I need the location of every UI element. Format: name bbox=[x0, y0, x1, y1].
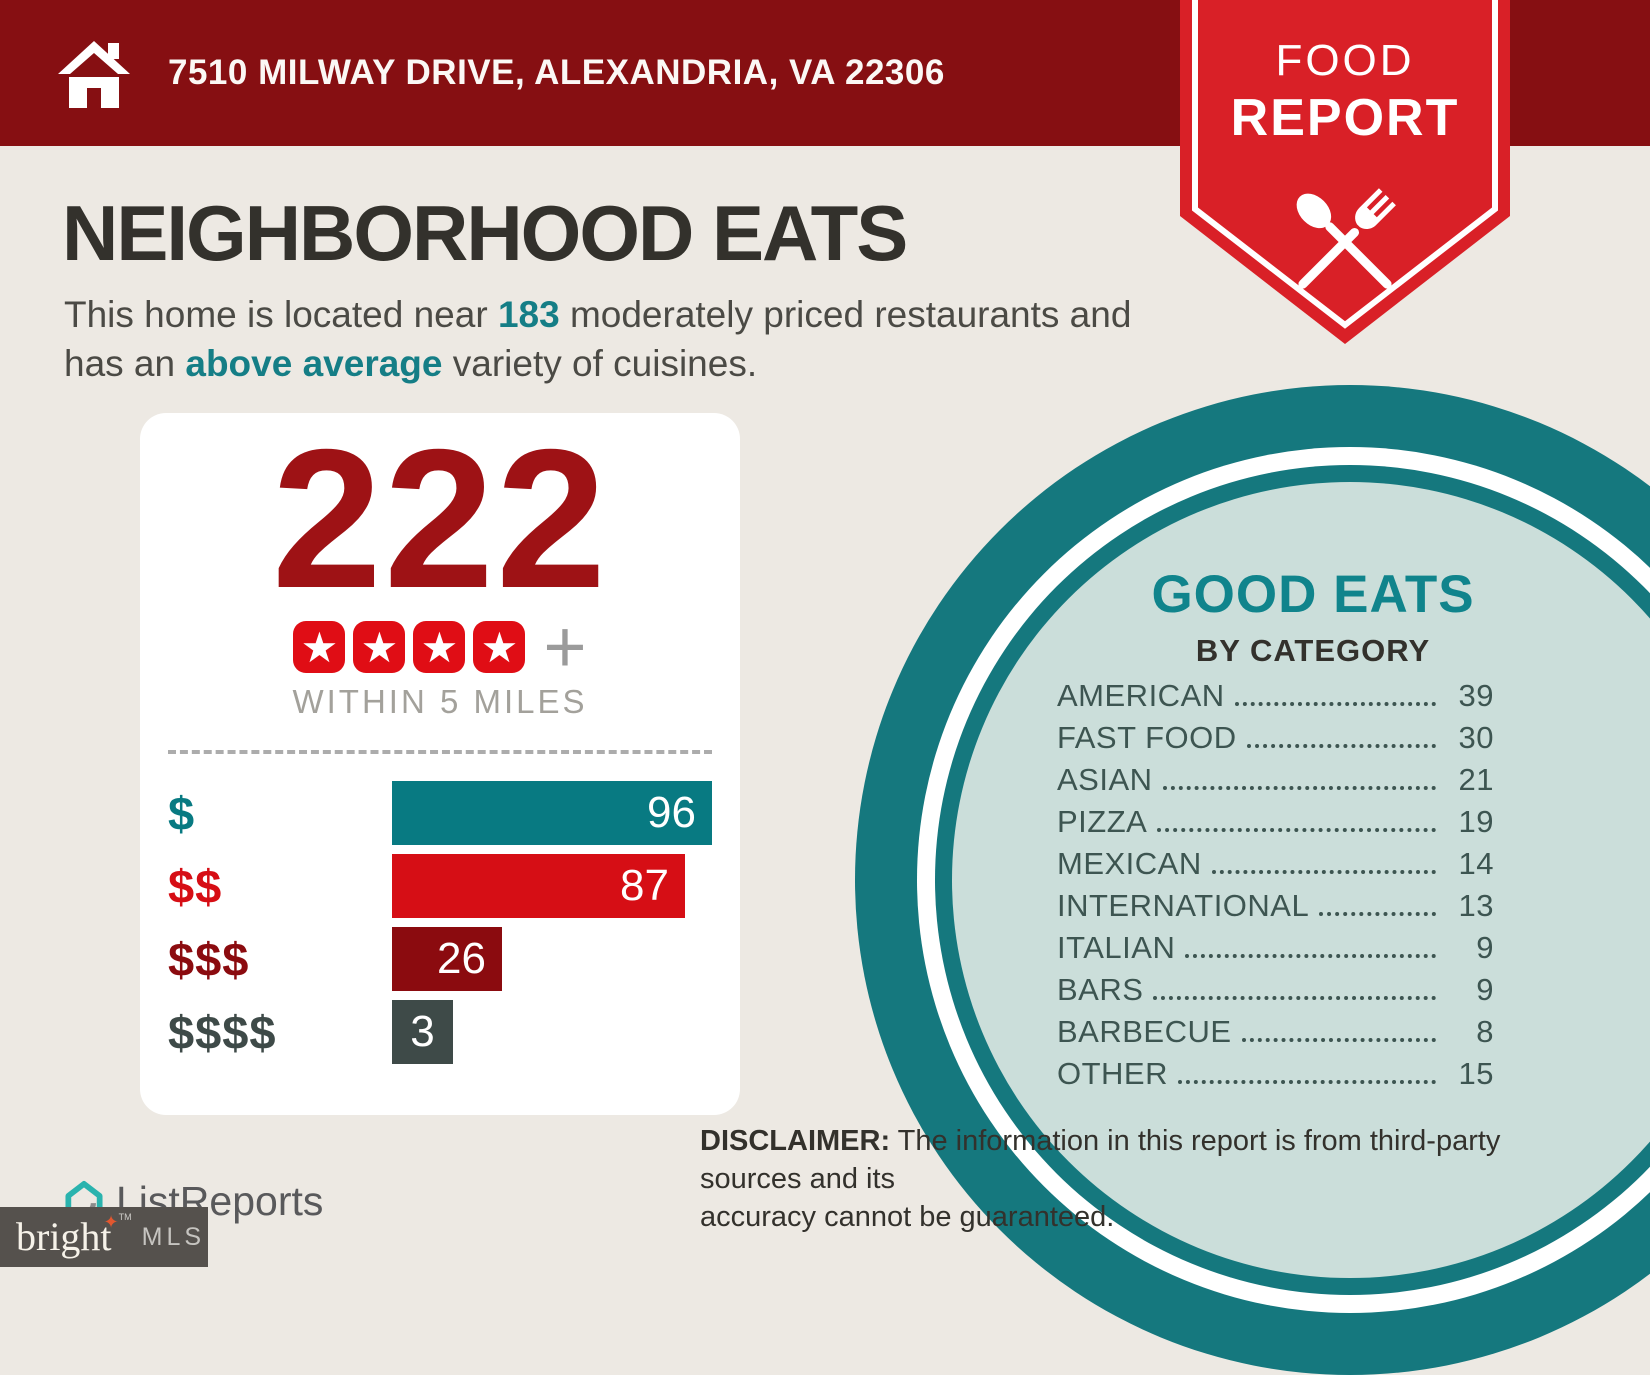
category-row: AMERICAN 39 bbox=[1057, 672, 1494, 714]
good-eats-heading: GOOD EATS BY CATEGORY bbox=[1093, 564, 1533, 669]
category-label: BARS bbox=[1057, 972, 1144, 1007]
price-tier-row: $96 bbox=[168, 781, 712, 845]
dotted-leader bbox=[1319, 912, 1436, 916]
yelp-star-icon: ★ bbox=[413, 621, 466, 673]
variety-highlight: above average bbox=[185, 343, 443, 384]
bright-mls-logo: bright ✦ TM MLS bbox=[0, 1207, 208, 1267]
page-title: NEIGHBORHOOD EATS bbox=[62, 189, 908, 277]
dashed-divider bbox=[168, 750, 712, 754]
restaurant-summary-card: 222 ★ ★ ★ ★ + WITHIN 5 MILES $96 $$ 87 $$$ 26 $$… bbox=[140, 413, 740, 1115]
radius-label: WITHIN 5 MILES bbox=[292, 683, 588, 720]
intro-line2: has an above average variety of cuisines… bbox=[64, 343, 758, 384]
price-tier-label: $$$$ bbox=[168, 1005, 277, 1059]
category-row: OTHER 15 bbox=[1057, 1050, 1494, 1092]
rating-row: ★ ★ ★ ★ + bbox=[140, 605, 740, 688]
category-label: OTHER bbox=[1057, 1056, 1168, 1091]
total-restaurant-count: 222 bbox=[271, 408, 609, 629]
category-row: MEXICAN 14 bbox=[1057, 840, 1494, 882]
spoon-fork-icon bbox=[1296, 188, 1396, 289]
bright-star-icon: ✦ bbox=[103, 1211, 119, 1232]
price-tier-value: 96 bbox=[647, 788, 696, 837]
good-eats-title: GOOD EATS bbox=[1151, 565, 1475, 624]
category-label: ITALIAN bbox=[1057, 930, 1176, 965]
category-label: AMERICAN bbox=[1057, 678, 1225, 713]
price-bar-chart: $96 $$ 87 $$$ 26 $$$$ 3 bbox=[168, 781, 712, 1073]
category-label: INTERNATIONAL bbox=[1057, 888, 1310, 923]
price-tier-value: 87 bbox=[620, 861, 669, 910]
food-report-ribbon-text: FOOD REPORT bbox=[1180, 0, 1510, 148]
dotted-leader bbox=[1241, 1038, 1436, 1042]
category-value: 9 bbox=[1476, 930, 1494, 965]
price-tier-row: $$$$ 3 bbox=[168, 1000, 712, 1064]
dotted-leader bbox=[1185, 954, 1436, 958]
price-tier-label: $$$ bbox=[168, 932, 250, 986]
category-value: 15 bbox=[1458, 1056, 1494, 1091]
disclaimer-text: DISCLAIMER: The information in this repo… bbox=[700, 1125, 1501, 1233]
price-tier-label: $$ bbox=[168, 859, 223, 913]
category-row: BARS 9 bbox=[1057, 966, 1494, 1008]
intro-text: This home is located near 183 moderately… bbox=[64, 290, 1131, 388]
intro-line1: This home is located near 183 moderately… bbox=[64, 294, 1132, 335]
category-row: FAST FOOD 30 bbox=[1057, 714, 1494, 756]
category-row: INTERNATIONAL 13 bbox=[1057, 882, 1494, 924]
property-address: 7510 MILWAY DRIVE, ALEXANDRIA, VA 22306 bbox=[168, 53, 945, 92]
price-tier-label: $ bbox=[168, 786, 196, 840]
bright-wordmark: bright bbox=[16, 1214, 112, 1259]
good-eats-circle-fill bbox=[952, 482, 1650, 1278]
price-tier-row: $$ 87 bbox=[168, 854, 712, 918]
home-icon bbox=[52, 28, 136, 117]
star-rating: ★ ★ ★ ★ bbox=[293, 621, 526, 673]
price-tier-bar: 26 bbox=[392, 927, 502, 991]
dotted-leader bbox=[1211, 870, 1436, 874]
category-value: 8 bbox=[1476, 1014, 1494, 1049]
category-row: ASIAN 21 bbox=[1057, 756, 1494, 798]
price-tier-bar: 96 bbox=[392, 781, 712, 845]
dotted-leader bbox=[1157, 828, 1436, 832]
price-tier-value: 26 bbox=[437, 934, 486, 983]
category-row: ITALIAN 9 bbox=[1057, 924, 1494, 966]
category-value: 14 bbox=[1458, 846, 1494, 881]
dotted-leader bbox=[1153, 996, 1436, 1000]
dotted-leader bbox=[1246, 744, 1436, 748]
category-value: 30 bbox=[1458, 720, 1494, 755]
category-value: 9 bbox=[1476, 972, 1494, 1007]
mls-wordmark: MLS bbox=[141, 1222, 206, 1251]
dotted-leader bbox=[1162, 786, 1436, 790]
category-value: 13 bbox=[1458, 888, 1494, 923]
category-label: FAST FOOD bbox=[1057, 720, 1237, 755]
category-value: 39 bbox=[1458, 678, 1494, 713]
food-report-ribbon bbox=[1180, 0, 1510, 355]
plus-sign: + bbox=[543, 605, 587, 688]
yelp-star-icon: ★ bbox=[473, 621, 526, 673]
price-tier-bar: 3 bbox=[392, 1000, 453, 1064]
yelp-star-icon: ★ bbox=[353, 621, 406, 673]
price-tier-bar: 87 bbox=[392, 854, 685, 918]
ribbon-line2: REPORT bbox=[1230, 89, 1460, 147]
bright-trademark: TM bbox=[118, 1212, 132, 1222]
category-label: MEXICAN bbox=[1057, 846, 1202, 881]
category-label: ASIAN bbox=[1057, 762, 1153, 797]
category-list: AMERICAN 39 FAST FOOD 30 ASIAN 21 PIZZA 19 MEXIC… bbox=[1057, 672, 1494, 1092]
yelp-star-icon: ★ bbox=[293, 621, 346, 673]
category-row: BARBECUE 8 bbox=[1057, 1008, 1494, 1050]
category-label: PIZZA bbox=[1057, 804, 1148, 839]
restaurant-count: 183 bbox=[497, 294, 560, 335]
category-value: 19 bbox=[1458, 804, 1494, 839]
disclaimer-label: DISCLAIMER: bbox=[700, 1125, 891, 1157]
ribbon-line1: FOOD bbox=[1275, 36, 1415, 85]
category-label: BARBECUE bbox=[1057, 1014, 1232, 1049]
price-tier-row: $$$ 26 bbox=[168, 927, 712, 991]
price-tier-value: 3 bbox=[410, 1007, 435, 1056]
dotted-leader bbox=[1178, 1080, 1436, 1084]
category-row: PIZZA 19 bbox=[1057, 798, 1494, 840]
good-eats-subtitle: BY CATEGORY bbox=[1195, 633, 1431, 668]
dotted-leader bbox=[1234, 702, 1436, 706]
category-value: 21 bbox=[1458, 762, 1494, 797]
